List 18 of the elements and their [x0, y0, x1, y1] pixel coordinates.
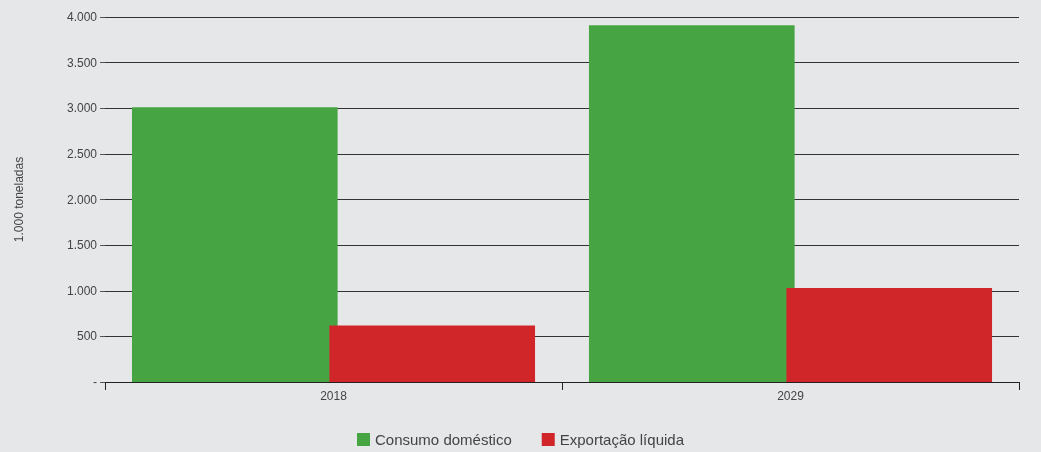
- y-tick-label: 3.500: [66, 55, 98, 70]
- y-tick-label: 2.000: [66, 192, 98, 207]
- x-tick-label: 2018: [320, 389, 348, 403]
- bar: [329, 325, 536, 382]
- bar: [131, 107, 338, 382]
- y-tick-label: 1.500: [66, 238, 98, 253]
- y-axis-title: 1.000 toneladas: [12, 156, 26, 243]
- x-tick-label: 2029: [777, 389, 805, 403]
- y-tick-label: 500: [76, 329, 98, 344]
- y-tick-label: 1.000: [66, 283, 98, 298]
- bar: [786, 288, 993, 382]
- y-tick-label: 3.000: [66, 101, 98, 116]
- y-tick-label: 4.000: [66, 10, 98, 24]
- legend-label: Consumo doméstico: [375, 431, 512, 448]
- y-tick-label: 2.500: [66, 146, 98, 161]
- y-tick-label: -: [93, 375, 97, 389]
- bar: [588, 25, 795, 382]
- legend-label: Exportação líquida: [559, 431, 685, 448]
